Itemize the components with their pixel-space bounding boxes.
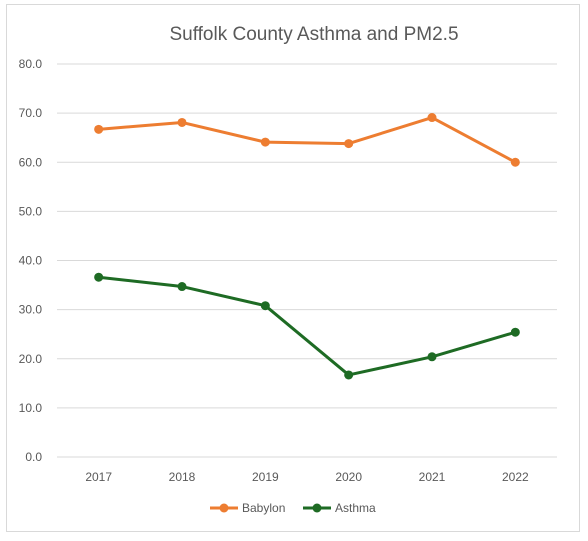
- x-tick-label: 2021: [419, 470, 446, 484]
- y-tick-label: 30.0: [19, 303, 43, 317]
- series-line: [97, 275, 517, 377]
- data-point: [94, 272, 104, 282]
- y-tick-label: 70.0: [19, 106, 43, 120]
- data-point: [510, 157, 520, 167]
- series-lines: [94, 113, 520, 380]
- legend-marker: [312, 503, 322, 513]
- data-point: [94, 124, 104, 134]
- legend-marker: [219, 503, 229, 513]
- data-point: [177, 117, 187, 127]
- data-point: [344, 139, 354, 149]
- x-tick-label: 2018: [169, 470, 196, 484]
- series-babylon: [94, 113, 520, 167]
- line-chart: Suffolk County Asthma and PM2.5 0.0 10.0 2…: [19, 24, 557, 515]
- x-tick-label: 2017: [85, 470, 112, 484]
- y-tick-label: 20.0: [19, 352, 43, 366]
- data-point: [260, 301, 270, 311]
- legend-item: Asthma: [303, 501, 376, 515]
- legend-label: Asthma: [335, 501, 376, 515]
- x-axis-ticks: 2017 2018 2019 2020 2021 2022: [85, 470, 529, 484]
- chart-title: Suffolk County Asthma and PM2.5: [169, 24, 458, 45]
- y-axis-ticks: 0.0 10.0 20.0 30.0 40.0 50.0 60.0 70.0 80.0: [19, 57, 43, 464]
- series-asthma: [94, 272, 520, 380]
- y-tick-label: 0.0: [25, 450, 42, 464]
- legend-item: Babylon: [210, 501, 285, 515]
- chart-container: Suffolk County Asthma and PM2.5 0.0 10.0 2…: [6, 4, 580, 532]
- legend: Babylon Asthma: [210, 501, 376, 515]
- x-tick-label: 2020: [335, 470, 362, 484]
- data-point: [510, 327, 520, 337]
- x-tick-label: 2022: [502, 470, 529, 484]
- data-point: [344, 370, 354, 380]
- data-point: [427, 352, 437, 362]
- y-tick-label: 10.0: [19, 401, 43, 415]
- data-point: [260, 137, 270, 147]
- y-tick-label: 40.0: [19, 254, 43, 268]
- gridlines: [57, 63, 557, 458]
- data-point: [177, 282, 187, 292]
- series-line: [97, 116, 517, 164]
- y-tick-label: 80.0: [19, 57, 43, 71]
- y-tick-label: 60.0: [19, 155, 43, 169]
- x-tick-label: 2019: [252, 470, 279, 484]
- legend-label: Babylon: [242, 501, 285, 515]
- y-tick-label: 50.0: [19, 204, 43, 218]
- data-point: [427, 113, 437, 123]
